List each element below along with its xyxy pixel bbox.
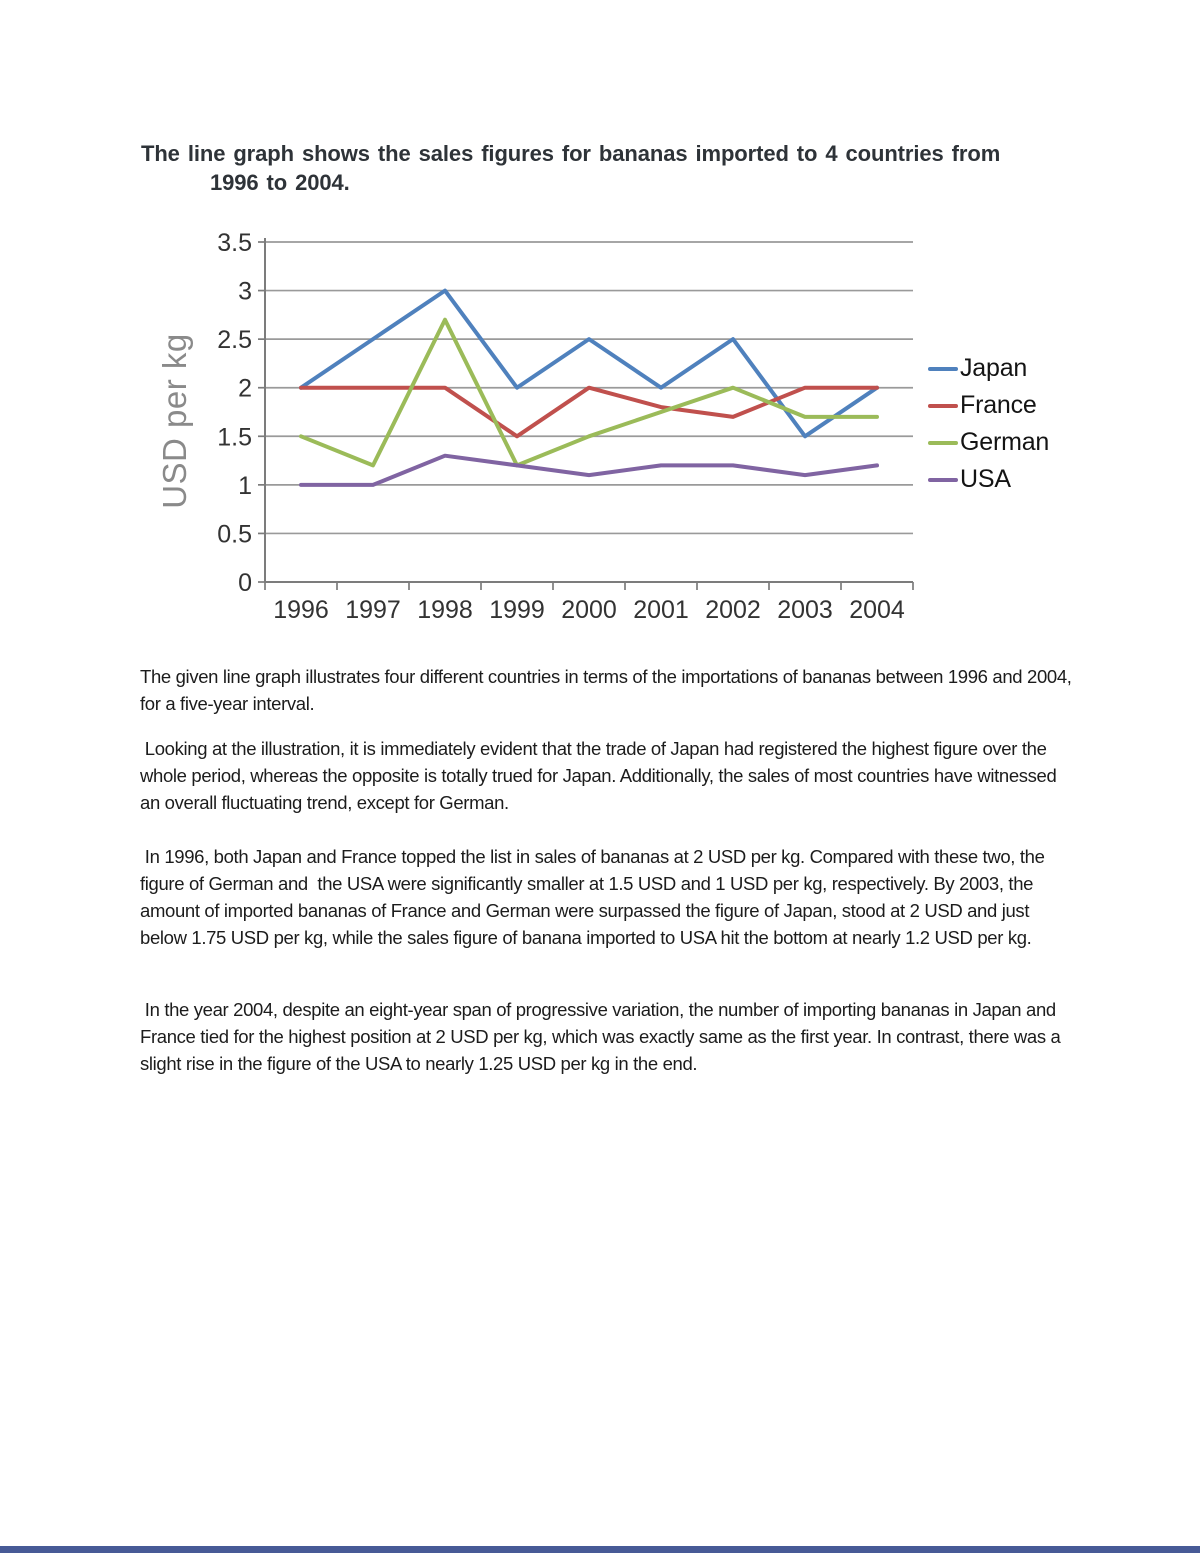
paragraph-introduction: The given line graph illustrates four di… [140,666,1077,714]
banana-imports-line-chart: 3.5 3 2.5 2 1.5 1 0.5 0 1996 1997 1998 1999 2000 2001… [140,228,1060,658]
legend-item-german: German [928,424,1049,461]
series-line-german [299,317,879,468]
x-axis-tick-label: 2001 [633,596,689,624]
legend-label-usa: USA [960,465,1011,493]
title-line-1: The line graph shows the sales figures f… [141,141,1001,166]
paragraph-body-2: In the year 2004, despite an eight-year … [140,999,1066,1074]
x-axis-tick-label: 1999 [489,596,545,624]
legend-swatch-usa [928,477,958,482]
series-line-france [299,385,879,439]
x-axis-tick-label: 1996 [273,596,329,624]
y-axis-tick-label: 1.5 [217,423,252,451]
legend-swatch-german [928,440,958,445]
y-axis-tick-label: 2 [238,375,252,403]
x-axis-tick-label: 2002 [705,596,761,624]
y-axis-tick-label: 0.5 [217,520,252,548]
footer-bar [0,1546,1200,1553]
series-line-usa [299,453,879,487]
document-title: The line graph shows the sales figures f… [141,139,1081,197]
y-axis-tick-label: 1 [238,472,252,500]
x-axis-tick-label: 2000 [561,596,617,624]
legend-label-german: German [960,428,1050,456]
legend-label-france: France [960,391,1037,419]
legend-label-japan: Japan [960,354,1028,382]
chart-legend: Japan France German USA [928,350,1049,498]
legend-item-japan: Japan [928,350,1049,387]
x-axis-tick-label: 1997 [345,596,401,624]
x-axis-tick-label: 2004 [849,596,905,624]
chart-svg: 3.5 3 2.5 2 1.5 1 0.5 0 1996 1997 1998 1999 2000 2001… [217,229,914,624]
legend-item-usa: USA [928,461,1049,498]
y-axis-tick-label: 3 [238,278,252,306]
legend-swatch-france [928,403,958,408]
y-axis-tick-label: 3.5 [217,229,252,257]
y-axis-title: USD per kg [156,333,193,509]
paragraph-body-1: In 1996, both Japan and France topped th… [140,846,1050,948]
legend-item-france: France [928,387,1049,424]
title-line-2: 1996 to 2004. [210,170,350,195]
legend-swatch-japan [928,366,958,371]
y-axis-tick-label: 0 [238,569,252,597]
series-line-japan [299,288,879,439]
paragraph-overview: Looking at the illustration, it is immed… [140,738,1062,813]
x-axis-tick-label: 2003 [777,596,833,624]
y-axis-tick-label: 2.5 [217,326,252,354]
x-axis-tick-label: 1998 [417,596,473,624]
